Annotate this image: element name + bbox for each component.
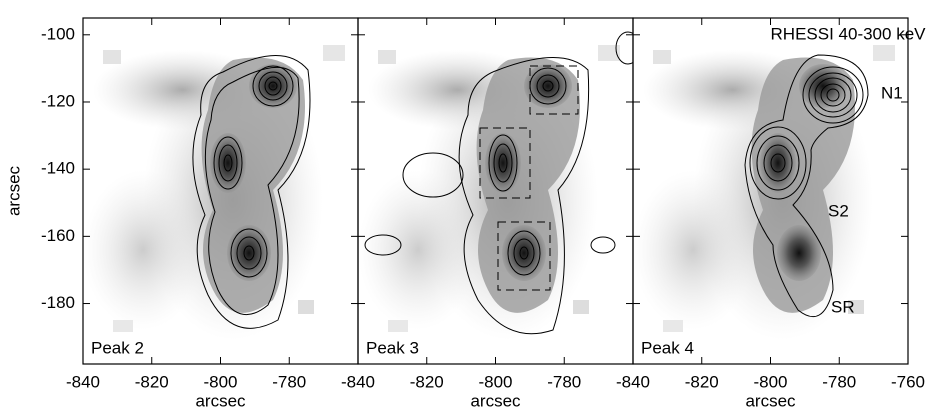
x-axis-label: arcsec	[470, 391, 521, 410]
x-tick-label: -780	[272, 372, 306, 391]
panel-label: Peak 2	[91, 338, 144, 357]
annotation: S2	[828, 201, 849, 220]
x-tick-label: -820	[685, 372, 719, 391]
y-tick-label: -180	[41, 293, 75, 312]
panel-image	[633, 18, 908, 364]
x-tick-label: -840	[616, 372, 650, 391]
panel-label: Peak 3	[366, 338, 419, 357]
annotation: RHESSI 40-300 keV	[771, 24, 927, 43]
x-tick-label: -800	[753, 372, 787, 391]
x-tick-label: -840	[341, 372, 375, 391]
x-tick-label: -820	[135, 372, 169, 391]
panel-image	[358, 18, 633, 364]
x-tick-label: -780	[822, 372, 856, 391]
x-tick-label: -760	[891, 372, 925, 391]
x-tick-label: -800	[478, 372, 512, 391]
x-tick-label: -840	[66, 372, 100, 391]
y-tick-label: -100	[41, 24, 75, 43]
panel-image	[83, 18, 358, 364]
y-axis-label: arcsec	[4, 165, 23, 216]
panel-label: Peak 4	[641, 338, 694, 357]
x-tick-label: -780	[547, 372, 581, 391]
annotation: N1	[881, 83, 903, 102]
y-tick-label: -120	[41, 91, 75, 110]
y-tick-label: -160	[41, 226, 75, 245]
annotation: SR	[831, 297, 855, 316]
x-tick-label: -800	[203, 372, 237, 391]
y-tick-label: -140	[41, 159, 75, 178]
x-tick-label: -820	[410, 372, 444, 391]
x-axis-label: arcsec	[195, 391, 246, 410]
x-axis-label: arcsec	[745, 391, 796, 410]
